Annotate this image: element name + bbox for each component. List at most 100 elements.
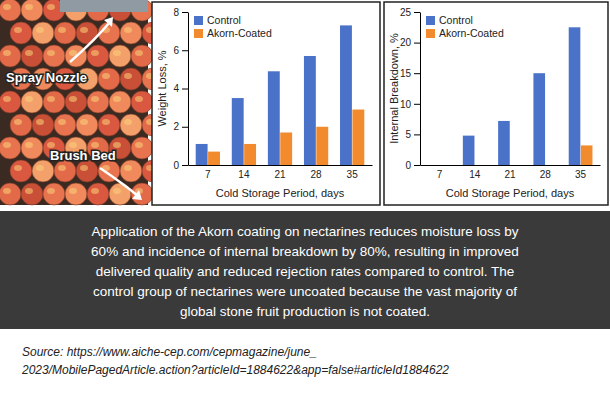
fruit [32,160,54,182]
bar [440,165,452,166]
fruit [32,114,54,136]
arrow-head [132,190,142,200]
fruit [87,45,109,67]
bar [280,132,292,165]
photo: Spray NozzleBrush Bed [0,0,164,205]
x-tick-label: 7 [205,169,211,180]
fruit-highlight [113,188,121,194]
y-axis-title: Weight Loss, % [156,50,168,126]
fruit [43,183,65,205]
fruit [10,160,32,182]
fruit-highlight [14,165,22,171]
fruit [76,22,98,44]
fruit [0,0,21,21]
caption-line: Application of the Akorn coating on nect… [92,224,519,239]
fruit [43,91,65,113]
fruit-highlight [47,4,55,10]
y-tick-mark [414,104,420,105]
bar [244,144,256,165]
fruit-highlight [102,73,110,79]
source-line: Source: https://www.aiche-cep.com/cepmag… [22,345,317,359]
x-tick-label: 14 [238,169,250,180]
fruit-highlight [124,165,132,171]
fruit-highlight [91,50,99,56]
bar [316,127,328,165]
y-tick: 8 [173,7,188,18]
fruit [21,183,43,205]
fruit [54,160,76,182]
fruit-highlight [25,188,33,194]
y-tick-label: 0 [405,160,411,171]
fruit [21,91,43,113]
x-axis: 7 14 21 28 35 [421,165,601,180]
fruit-highlight [14,119,22,125]
chart: 02468714212835Cold Storage Period, daysW… [152,2,380,205]
source: Source: https://www.aiche-cep.com/cepmag… [21,345,449,377]
legend-label: Akorn-Coated [207,27,272,39]
bar [268,71,280,165]
fruit-highlight [25,50,33,56]
fruit [65,183,87,205]
fruit [87,183,109,205]
y-tick: 10 [400,99,420,110]
fruit [21,0,43,21]
nozzle-bar [60,0,148,12]
x-tick: 14 [469,165,481,180]
figure: Spray NozzleBrush Bed02468714212835Cold … [0,0,610,393]
caption-background [0,211,610,329]
fruit-highlight [47,96,55,102]
fruit-highlight [3,142,11,148]
fruit [0,45,21,67]
fruit-highlight [47,50,55,56]
y-tick: 25 [400,7,420,18]
fruit-highlight [3,96,11,102]
x-tick-label: 21 [274,169,286,180]
fruit [120,114,142,136]
fruit-highlight [58,119,66,125]
y-tick-mark [414,134,420,135]
photo-background [0,0,148,205]
x-tick: 7 [437,165,443,180]
fruit-highlight [3,4,11,10]
bar [546,165,558,166]
fruit-highlight [36,119,44,125]
source-line: 2023/MobilePagedArticle.action?articleId… [21,363,449,377]
fruit [120,68,142,90]
fruit-highlight [91,96,99,102]
y-tick: 0 [405,160,420,171]
x-tick-label: 28 [540,169,552,180]
fruit-highlight [69,50,77,56]
y-axis: 0510152025 [400,7,421,171]
fruit-highlight [25,142,33,148]
y-tick-mark [182,12,188,13]
bars [196,25,365,165]
fruit-highlight [80,27,88,33]
x-tick: 7 [205,165,211,180]
fruit [87,91,109,113]
x-tick: 28 [540,165,552,180]
bar [569,27,581,165]
fruit-highlight [58,165,66,171]
bar [581,145,593,165]
y-tick: 6 [173,45,188,56]
x-tick: 28 [311,165,323,180]
x-tick: 35 [347,165,359,180]
fruit-highlight [25,4,33,10]
fruit-highlight [36,165,44,171]
caption: Application of the Akorn coating on nect… [0,211,610,329]
x-tick: 21 [504,165,516,180]
caption-line: control group of nectarines were uncoate… [93,284,517,299]
caption-line: global stone fruit production is not coa… [180,304,430,319]
fruit-highlight [124,119,132,125]
fruit [131,137,153,159]
caption-line: 60% and incidence of internal breakdown … [91,244,519,259]
arrow [70,22,110,62]
y-axis: 02468 [173,7,188,171]
legend-swatch [426,29,435,38]
x-axis-line [189,165,373,166]
x-tick-label: 35 [575,169,587,180]
y-tick: 15 [400,68,420,79]
fruit-highlight [91,188,99,194]
y-tick-mark [182,89,188,90]
y-tick: 20 [400,37,420,48]
